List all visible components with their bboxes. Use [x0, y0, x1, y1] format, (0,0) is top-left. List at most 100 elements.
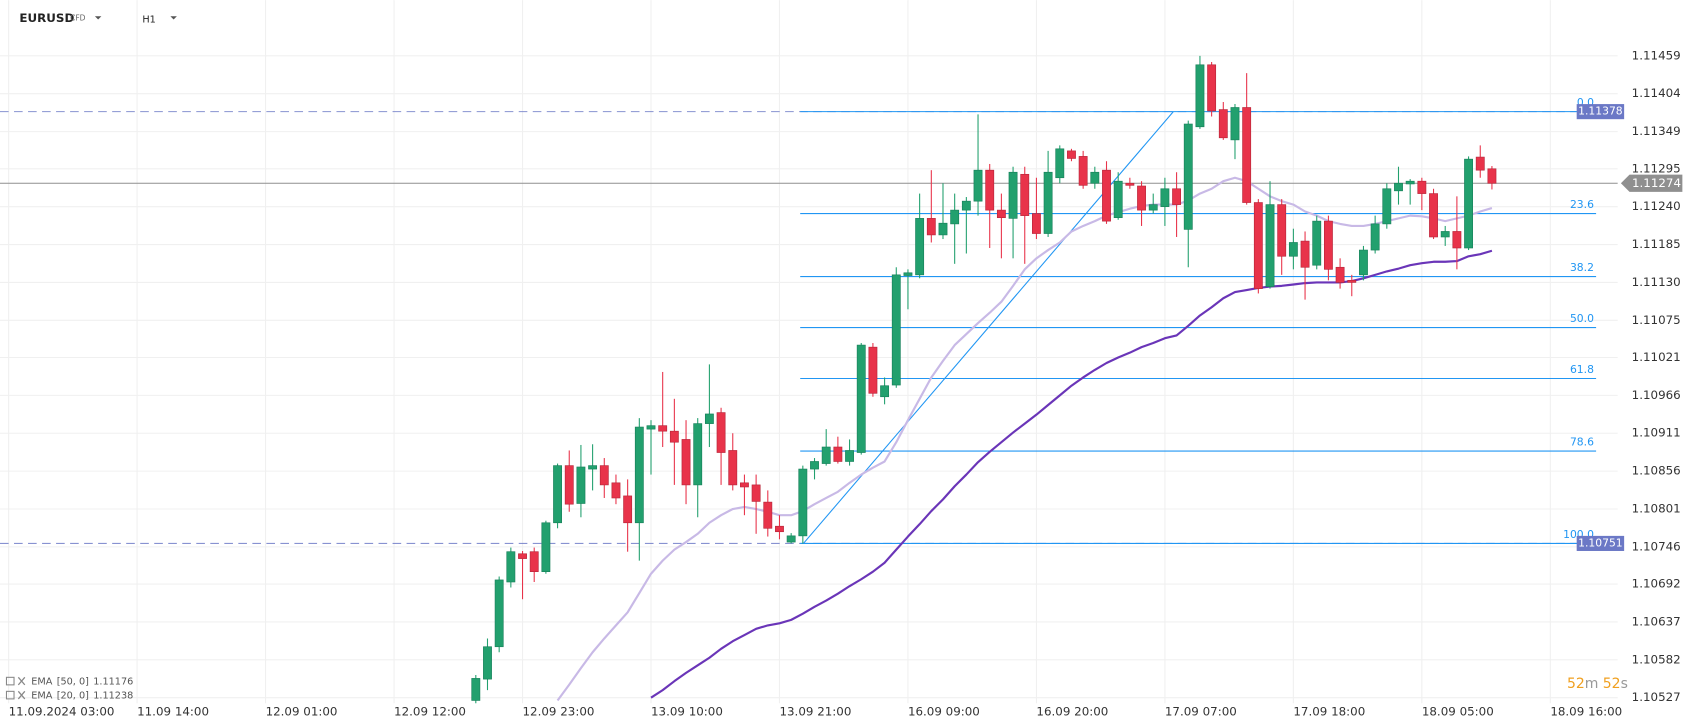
candle-body	[1218, 109, 1228, 139]
candle-body	[494, 579, 504, 648]
candle-body	[704, 413, 714, 424]
candle-body	[1172, 188, 1182, 205]
x-tick-label: 17.09 07:00	[1165, 704, 1237, 718]
legend-name: EMA	[31, 691, 52, 702]
candle-body	[1207, 64, 1217, 112]
candle-body	[1452, 231, 1462, 249]
candle-body	[833, 446, 843, 462]
y-tick-label: 1.11075	[1632, 313, 1681, 327]
plot-area	[0, 55, 1618, 704]
legend-name: EMA	[31, 677, 52, 688]
candle-body	[1137, 185, 1146, 211]
candle-body	[798, 468, 808, 537]
candle-body	[1487, 168, 1497, 184]
candle-body	[740, 482, 749, 488]
candle-body	[576, 466, 586, 504]
y-tick-label: 1.11130	[1632, 275, 1681, 289]
legend: EMA [50, 0] 1.11176 EMA [20, 0] 1.11238	[31, 677, 133, 702]
candle-body	[1464, 158, 1473, 249]
timeframe[interactable]: H1	[142, 14, 155, 25]
fib-level-label: 38.2	[1570, 261, 1594, 274]
fib-level-label: 23.6	[1570, 198, 1594, 211]
candle-body	[1148, 204, 1158, 211]
y-tick-label: 1.10582	[1632, 652, 1681, 666]
candle-body	[716, 412, 726, 453]
candle-body	[926, 218, 936, 236]
candle-body	[1055, 148, 1065, 179]
symbol-dropdown[interactable]	[94, 16, 102, 20]
candle-body	[588, 465, 598, 470]
candle-body	[693, 423, 703, 486]
candle-body	[658, 425, 668, 432]
candle-body	[751, 484, 761, 502]
fib-level-label: 78.6	[1570, 435, 1594, 448]
candle-body	[669, 430, 679, 443]
countdown-seconds-unit: s	[1621, 676, 1628, 692]
y-tick-label: 1.10966	[1632, 388, 1681, 402]
candle-body	[1113, 180, 1123, 219]
x-tick-label: 16.09 09:00	[908, 704, 980, 718]
candle-body	[1160, 188, 1170, 207]
candle-body	[1347, 280, 1357, 283]
candle-body	[1440, 231, 1450, 238]
x-tick-label: 11.09.2024 03:00	[9, 704, 115, 718]
candle-body	[1043, 171, 1053, 234]
y-tick-label: 1.10911	[1632, 426, 1681, 440]
candle-body	[681, 439, 691, 486]
candle-body	[623, 495, 633, 524]
x-tick-label: 18.09 16:00	[1550, 704, 1622, 718]
candle-body	[564, 465, 574, 505]
candle-body	[1429, 193, 1438, 238]
candle-body	[483, 646, 492, 680]
candle-body	[973, 169, 983, 202]
candle-body	[1382, 188, 1392, 225]
candle-body	[845, 450, 854, 462]
candle-body	[1183, 123, 1193, 230]
timeframe-dropdown[interactable]	[170, 16, 177, 20]
price-badge	[1576, 104, 1625, 120]
y-tick-label: 1.10527	[1632, 690, 1681, 704]
candle-body	[950, 209, 960, 225]
legend-icons	[5, 676, 26, 700]
candle-body	[868, 346, 878, 394]
candle-body	[1359, 249, 1368, 276]
legend-value: 1.11176	[93, 677, 133, 688]
candle-body	[856, 344, 866, 453]
candle-body	[1253, 202, 1263, 289]
candle-body	[880, 385, 890, 398]
x-tick-label: 13.09 10:00	[651, 704, 723, 718]
y-tick-label: 1.11295	[1632, 161, 1681, 175]
axes: 1.11459 1.11404 1.11349 1.11295 1.11240 1.111…	[9, 48, 1683, 718]
x-tick-label: 16.09 20:00	[1036, 704, 1108, 718]
grid	[0, 0, 1618, 704]
candle-body	[1265, 204, 1275, 287]
candle-body	[1008, 171, 1018, 219]
candle-body	[1032, 213, 1041, 234]
candle-body	[1242, 107, 1252, 203]
legend-params: [50, 0]	[57, 677, 89, 688]
y-tick-label: 1.10746	[1632, 539, 1681, 553]
candle-body	[1475, 156, 1485, 171]
candle-body	[1078, 156, 1088, 186]
candle-body	[763, 501, 773, 529]
countdown-minutes-unit: m	[1585, 676, 1599, 692]
candle-body	[541, 522, 551, 572]
y-tick-label: 1.11240	[1632, 199, 1681, 213]
candle-body	[938, 222, 948, 236]
x-tick-label: 12.09 12:00	[394, 704, 466, 718]
candle-body	[553, 465, 562, 524]
candle-body	[1300, 240, 1310, 268]
last-price-badge	[1620, 174, 1683, 192]
x-tick-label: 13.09 21:00	[779, 704, 851, 718]
candle-body	[1405, 180, 1415, 185]
countdown-minutes: 52	[1567, 676, 1585, 692]
symbol[interactable]: EURUSD	[19, 11, 74, 25]
instrument-type: CFD	[70, 13, 86, 22]
price-badge	[1576, 535, 1625, 551]
candle-body	[1417, 180, 1427, 194]
candle-body	[1312, 220, 1322, 266]
candle-body	[996, 209, 1006, 219]
y-tick-label: 1.10692	[1632, 577, 1681, 591]
candle-body	[891, 274, 901, 386]
